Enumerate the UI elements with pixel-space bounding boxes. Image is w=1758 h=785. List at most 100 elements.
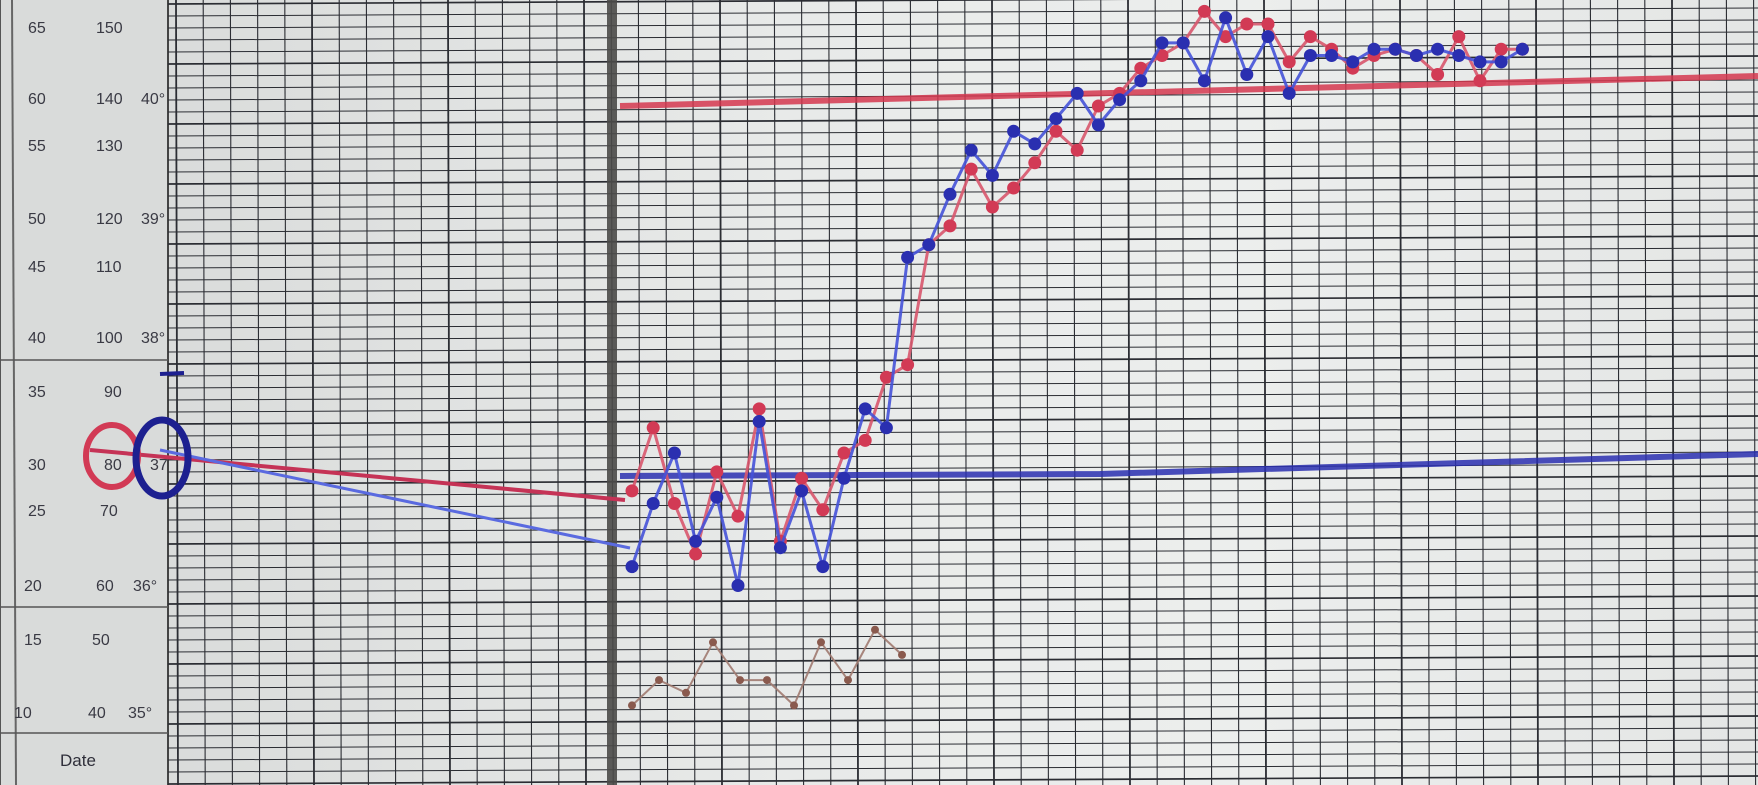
grid-horizontal-line [167,55,1758,65]
blue-series-point [710,490,724,504]
grid-vertical-line [474,0,478,785]
respiration-label-15: 15 [24,632,42,649]
grid-vertical-line [719,0,723,785]
grid-horizontal-line [167,343,1758,353]
grid-horizontal-line [167,295,1758,305]
grid-vertical-line [202,0,206,785]
respiration-label-20: 20 [24,578,42,595]
blue-series-point [1197,74,1211,88]
grid-vertical-line [1481,0,1485,785]
grid-horizontal-line [167,283,1758,293]
grid-horizontal-line [167,379,1758,389]
temperature-label-39: 39° [141,211,165,228]
grid-horizontal-line [167,355,1758,365]
grid-horizontal-line [167,739,1758,749]
blue-series-point [1028,137,1042,151]
pulse-label-140: 140 [96,91,123,108]
grid-vertical-line [1127,0,1131,785]
grid-horizontal-line [167,391,1758,401]
red-series-point [1049,124,1063,138]
grid-horizontal-line [167,439,1758,449]
grid-horizontal-line [167,703,1758,713]
blue-series-point [1176,36,1190,50]
pulse-label-50: 50 [92,632,110,649]
blue-series-point [1346,55,1360,69]
grid-horizontal-line [167,583,1758,593]
temperature-label-38: 38° [141,330,165,347]
grid-vertical-line [1345,0,1349,785]
respiration-label-10: 10 [14,705,32,722]
red-series-point [1303,30,1317,44]
grid-horizontal-line [167,103,1758,113]
respiration-label-25: 25 [28,503,46,520]
red-series-point [646,421,660,435]
red-series-point [689,547,703,561]
red-series-point [901,358,915,372]
respiration-label-55: 55 [28,138,46,155]
red-series-point [879,370,893,384]
blue-series-point [773,541,787,555]
grid-vertical-line [1018,0,1022,785]
blue-series-point [1515,42,1529,56]
left-margin-line [11,0,17,785]
grid-vertical-line [257,0,261,785]
brown-series-point [628,701,636,710]
scale-panel: 65 60 55 50 45 40 35 30 25 20 15 10 150 … [0,0,169,785]
grid-vertical-line [665,0,669,785]
grid-vertical-line [828,0,832,785]
respiration-label-60: 60 [28,91,46,108]
blue-series-point [1409,49,1423,62]
grid-horizontal-line [167,307,1758,317]
red-series-point [1134,61,1148,75]
grid-horizontal-line [167,667,1758,677]
grid-vertical-line [1209,0,1213,785]
grid-vertical-line [529,0,533,785]
blue-series-point [689,534,703,548]
grid-vertical-line [175,0,179,785]
blue-series-point [1494,55,1508,69]
grid-horizontal-line [167,175,1758,185]
grid-horizontal-line [167,259,1758,269]
blue-series-point [1431,42,1445,56]
grid-horizontal-line [167,247,1758,257]
grid-vertical-line [773,0,777,785]
grid-vertical-line [229,0,233,785]
temperature-label-35: 35° [128,705,152,722]
brown-series-point [790,701,798,710]
blue-circle-marker [132,416,192,500]
grid-horizontal-line [167,139,1758,149]
grid-horizontal-line [167,271,1758,281]
red-series-point [1197,4,1211,18]
scale-panel-background [0,0,168,785]
pulse-label-130: 130 [96,138,123,155]
grid-vertical-line [338,0,342,785]
red-series-point [667,497,681,510]
grid-vertical-line [1426,0,1430,785]
respiration-label-40: 40 [28,330,46,347]
grid-horizontal-line [167,775,1758,785]
day-divider-line [607,0,617,785]
brown-series [628,625,906,710]
grid-horizontal-line [167,151,1758,161]
red-series-point [1007,181,1021,195]
red-series-point [1219,30,1233,44]
red-series-point [964,162,978,176]
blue-series-point [1070,86,1084,100]
blue-series-point [1219,11,1233,25]
blue-tick-mark [159,371,185,376]
grid-horizontal-line [167,127,1758,137]
pulse-label-40: 40 [88,705,106,722]
blue-series-point [858,402,872,416]
red-series-point [1494,42,1508,56]
grid-horizontal-line [167,67,1758,77]
grid-vertical-line [393,0,397,785]
grid-vertical-line [1453,0,1457,785]
pulse-label-80: 80 [104,457,122,474]
respiration-label-65: 65 [28,20,46,37]
reference-lines [619,73,1758,479]
blue-series-point [816,560,830,574]
red-series-point [1431,68,1445,81]
grid-horizontal-line [167,535,1758,545]
